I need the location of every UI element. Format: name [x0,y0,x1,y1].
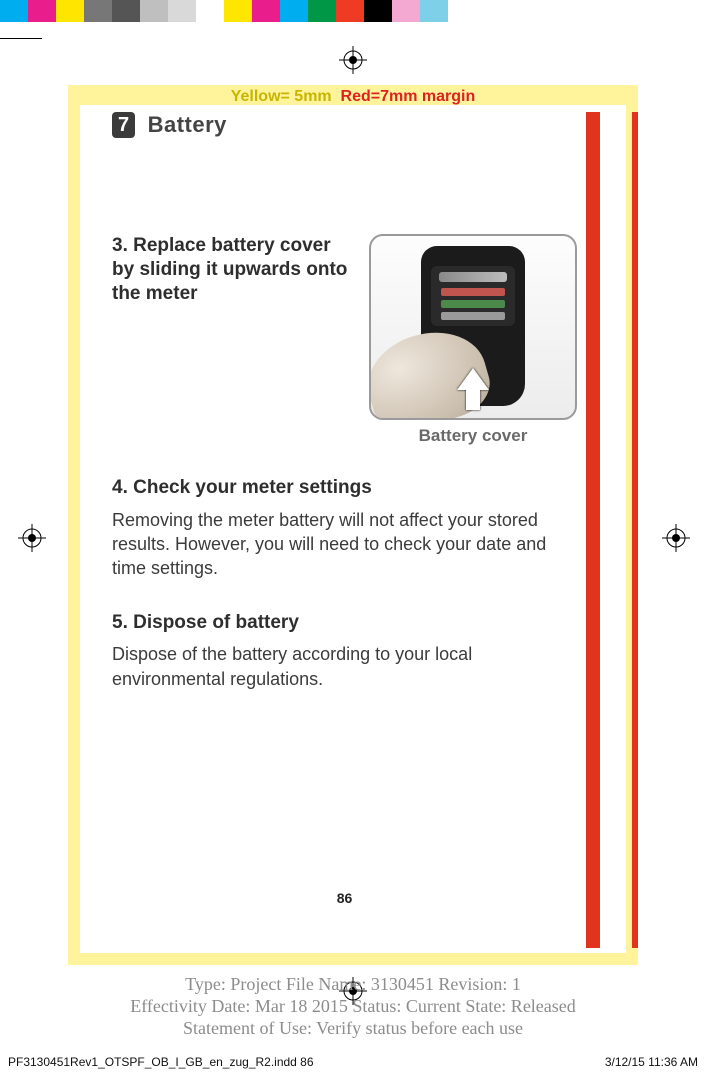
section-header: 7 Battery [112,112,577,138]
color-swatch [224,0,252,22]
color-swatch [252,0,280,22]
color-swatch [308,0,336,22]
step-5-body: Dispose of the battery according to your… [112,642,552,691]
registration-mark-icon [18,524,46,552]
doc-meta-line-3: Statement of Use: Verify status before e… [0,1017,706,1040]
color-swatch [392,0,420,22]
color-swatch [280,0,308,22]
color-swatch [84,0,112,22]
color-swatch [420,0,448,22]
color-swatch [140,0,168,22]
footer-timestamp: 3/12/15 11:36 AM [605,1055,698,1069]
crop-mark [0,38,42,39]
color-swatch [336,0,364,22]
section-number-badge: 7 [112,112,135,138]
up-arrow-icon [457,368,489,390]
color-swatch [196,0,224,22]
red-edge-tab-outer [632,112,638,948]
illustration-caption: Battery cover [369,426,577,446]
color-swatch [112,0,140,22]
footer-filename: PF3130451Rev1_OTSPF_OB_I_GB_en_zug_R2.in… [8,1055,314,1069]
red-edge-tab [586,112,600,948]
section-title: Battery [148,112,227,138]
doc-meta-line-1: Type: Project File Name: 3130451 Revisio… [0,973,706,996]
step-4-title: 4. Check your meter settings [112,476,577,500]
color-swatch [364,0,392,22]
color-swatch [56,0,84,22]
battery-cover-illustration [369,234,577,420]
margin-note-red: Red=7mm margin [341,88,476,105]
registration-mark-icon [662,524,690,552]
step-4-body: Removing the meter battery will not affe… [112,508,552,581]
page-number: 86 [112,890,577,906]
step-3-row: 3. Replace battery cover by sliding it u… [112,234,577,446]
color-swatch [0,0,28,22]
step-3-title: 3. Replace battery cover by sliding it u… [112,234,353,305]
illustration-block: Battery cover [369,234,577,446]
registration-mark-icon [339,46,367,74]
page-root: Yellow= 5mm Red=7mm margin 7 Battery 3. … [0,0,706,1075]
color-swatch [28,0,56,22]
content-area: 7 Battery 3. Replace battery cover by sl… [112,112,577,932]
color-swatch [168,0,196,22]
step-5-title: 5. Dispose of battery [112,611,577,635]
printer-color-bar [0,0,448,22]
print-footer: PF3130451Rev1_OTSPF_OB_I_GB_en_zug_R2.in… [8,1055,698,1069]
margin-note-yellow: Yellow= 5mm [231,88,332,105]
margin-note: Yellow= 5mm Red=7mm margin [0,88,706,106]
doc-meta-line-2: Effectivity Date: Mar 18 2015 Status: Cu… [0,995,706,1018]
